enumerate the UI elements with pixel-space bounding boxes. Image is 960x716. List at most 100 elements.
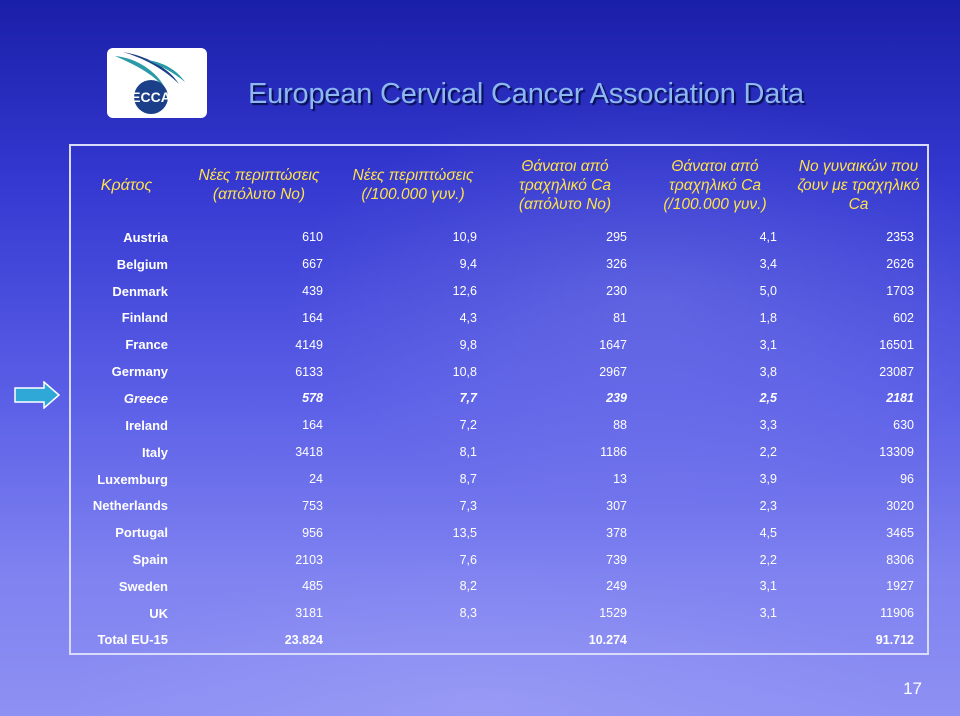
country-cell: Denmark: [112, 283, 168, 299]
table-row: Portugal 956 13,5 378 4,5 3465: [70, 519, 928, 546]
new-cases-absolute-cell: 3418: [295, 445, 323, 460]
women-living-cell: 96: [900, 472, 914, 487]
deaths-rate-cell: 3,1: [759, 579, 777, 594]
new-cases-rate-cell: 9,4: [459, 257, 477, 272]
country-cell: Italy: [141, 444, 168, 460]
deaths-rate-cell: 3,3: [759, 418, 777, 433]
new-cases-rate-cell: 8,7: [459, 472, 477, 487]
deaths-absolute-cell: 1647: [599, 337, 627, 352]
country-cell: France: [125, 337, 168, 353]
header-new-cases-rate: Νέες περιπτώσεις (/100.000 γυν.): [352, 167, 474, 203]
women-living-cell: 23087: [879, 364, 914, 379]
deaths-absolute-cell: 88: [613, 418, 627, 433]
table-row: France 4149 9,8 1647 3,1 16501: [70, 331, 928, 358]
new-cases-rate-cell: 8,3: [459, 606, 477, 621]
header-women-living: Νο γυναικών που ζουν με τραχηλικό Ca: [797, 157, 920, 213]
deaths-rate-cell: 4,1: [759, 230, 777, 245]
deaths-absolute-cell: 326: [606, 257, 627, 272]
new-cases-rate-cell: 7,7: [459, 391, 477, 406]
new-cases-rate-cell: 8,2: [459, 579, 477, 594]
deaths-absolute-cell: 81: [613, 310, 627, 325]
women-living-cell: 1703: [886, 284, 914, 299]
deaths-absolute-cell: 307: [606, 498, 627, 513]
new-cases-absolute-cell: 3181: [295, 606, 323, 621]
country-cell: Netherlands: [92, 498, 168, 514]
deaths-rate-cell: 3,1: [759, 337, 777, 352]
new-cases-absolute-cell: 485: [302, 579, 323, 594]
table-row: Greece 578 7,7 239 2,5 2181: [70, 385, 928, 412]
table-body: Austria 610 10,9 295 4,1 2353 Belgium 667 9,4 326…: [70, 224, 928, 654]
new-cases-absolute-cell: 6133: [295, 364, 323, 379]
women-living-cell: 3465: [886, 525, 914, 540]
women-living-cell: 13309: [879, 445, 914, 460]
country-cell: Sweden: [118, 578, 168, 594]
table-row: Spain 2103 7,6 739 2,2 8306: [70, 546, 928, 573]
deaths-absolute-cell: 249: [606, 579, 627, 594]
total-deaths-rate-cell: [640, 627, 790, 654]
total-women-living-cell: 91.712: [875, 632, 914, 647]
new-cases-absolute-cell: 24: [309, 472, 323, 487]
women-living-cell: 602: [893, 310, 914, 325]
header-deaths-rate: Θάνατοι από τραχηλικό Ca (/100.000 γυν.): [663, 157, 767, 213]
header-country: Κράτος: [100, 176, 153, 194]
new-cases-absolute-cell: 164: [302, 310, 323, 325]
deaths-absolute-cell: 13: [613, 472, 627, 487]
table-row: Denmark 439 12,6 230 5,0 1703: [70, 278, 928, 305]
new-cases-absolute-cell: 610: [302, 230, 323, 245]
table-row: Germany 6133 10,8 2967 3,8 23087: [70, 358, 928, 385]
new-cases-rate-cell: 10,9: [452, 230, 477, 245]
deaths-rate-cell: 2,2: [759, 445, 777, 460]
deaths-rate-cell: 3,8: [759, 364, 777, 379]
new-cases-rate-cell: 4,3: [459, 310, 477, 325]
table-row: Netherlands 753 7,3 307 2,3 3020: [70, 492, 928, 519]
new-cases-rate-cell: 7,3: [459, 498, 477, 513]
table-row: Luxemburg 24 8,7 13 3,9 96: [70, 466, 928, 493]
table-row: Sweden 485 8,2 249 3,1 1927: [70, 573, 928, 600]
women-living-cell: 11906: [880, 606, 914, 621]
deaths-rate-cell: 3,1: [759, 606, 777, 621]
header-new-cases-absolute: Νέες περιπτώσεις (απόλυτο Νο): [198, 167, 320, 203]
new-cases-absolute-cell: 578: [302, 391, 323, 406]
new-cases-absolute-cell: 2103: [295, 552, 323, 567]
slide-title: European Cervical Cancer Association Dat…: [248, 78, 804, 110]
page-number: 17: [903, 679, 922, 698]
country-cell: Austria: [123, 229, 168, 245]
new-cases-absolute-cell: 667: [302, 257, 323, 272]
new-cases-rate-cell: 12,6: [452, 284, 477, 299]
deaths-rate-cell: 3,9: [759, 472, 777, 487]
women-living-cell: 2353: [886, 230, 914, 245]
women-living-cell: 1927: [886, 579, 914, 594]
country-cell: Ireland: [125, 417, 168, 433]
table-row: Austria 610 10,9 295 4,1 2353: [70, 224, 928, 251]
total-country-cell: Total EU-15: [97, 632, 168, 648]
country-cell: Germany: [111, 364, 168, 380]
new-cases-rate-cell: 7,6: [459, 552, 477, 567]
svg-text:ECCA: ECCA: [131, 89, 171, 105]
deaths-absolute-cell: 1529: [599, 606, 627, 621]
women-living-cell: 8306: [886, 552, 914, 567]
total-new-cases-absolute-cell: 23.824: [284, 632, 323, 647]
deaths-absolute-cell: 2967: [599, 364, 627, 379]
women-living-cell: 2626: [886, 257, 914, 272]
women-living-cell: 2181: [886, 391, 914, 406]
new-cases-rate-cell: 8,1: [459, 445, 477, 460]
new-cases-absolute-cell: 164: [302, 418, 323, 433]
table-row: Finland 164 4,3 81 1,8 602: [70, 305, 928, 332]
table-header-row: Κράτος Νέες περιπτώσεις (απόλυτο Νο) Νέε…: [70, 145, 928, 224]
new-cases-absolute-cell: 956: [302, 525, 323, 540]
table-row: Italy 3418 8,1 1186 2,2 13309: [70, 439, 928, 466]
country-cell: Finland: [121, 310, 168, 326]
cervical-cancer-table: Κράτος Νέες περιπτώσεις (απόλυτο Νο) Νέε…: [69, 144, 929, 655]
deaths-absolute-cell: 295: [606, 230, 627, 245]
arrow-right-icon: [14, 381, 60, 409]
header-deaths-absolute: Θάνατοι από τραχηλικό Ca (απόλυτο Νο): [518, 157, 612, 213]
new-cases-rate-cell: 9,8: [459, 337, 477, 352]
women-living-cell: 630: [893, 418, 914, 433]
total-deaths-absolute-cell: 10.274: [588, 632, 627, 647]
deaths-absolute-cell: 230: [606, 284, 627, 299]
deaths-rate-cell: 4,5: [759, 525, 777, 540]
women-living-cell: 16501: [879, 337, 914, 352]
new-cases-rate-cell: 13,5: [452, 525, 477, 540]
new-cases-rate-cell: 10,8: [452, 364, 477, 379]
